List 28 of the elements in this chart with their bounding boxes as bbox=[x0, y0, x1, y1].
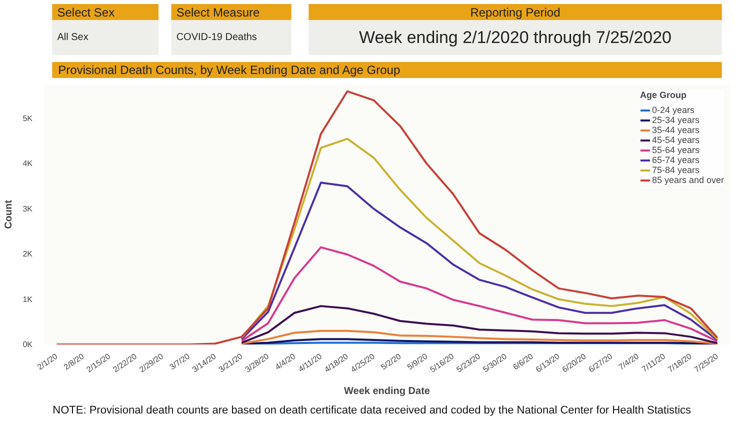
line-series bbox=[240, 246, 718, 342]
legend-label: 75-84 years bbox=[652, 165, 700, 175]
x-axis-title: Week ending Date bbox=[344, 386, 430, 397]
legend-label: 55-64 years bbox=[652, 145, 700, 155]
legend-label: 65-74 years bbox=[652, 155, 700, 165]
line-series bbox=[240, 330, 718, 344]
y-tick-label: 2K bbox=[22, 250, 34, 259]
legend-title: Age Group bbox=[640, 90, 688, 100]
legend-label: 85 years and over bbox=[652, 175, 724, 185]
y-tick-label: 5K bbox=[22, 114, 34, 123]
y-tick-label: 4K bbox=[22, 159, 34, 168]
legend-label: 25-34 years bbox=[652, 115, 700, 125]
text: COVID-19 Deaths bbox=[176, 32, 257, 43]
y-tick-label: 0K bbox=[22, 340, 34, 349]
legend-label: 35-44 years bbox=[652, 125, 700, 135]
text: Select Measure bbox=[176, 6, 260, 20]
legend-label: 45-54 years bbox=[652, 135, 700, 145]
text: Week ending 2/1/2020 through 7/25/2020 bbox=[358, 28, 672, 47]
text: Reporting Period bbox=[470, 6, 560, 20]
y-tick-label: 1K bbox=[22, 294, 34, 304]
line-series bbox=[240, 305, 718, 344]
y-axis-title: Count bbox=[4, 199, 15, 229]
text: NOTE: Provisional death counts are based on death certificate data received and coded by the National Center for Health Statistics bbox=[52, 404, 692, 416]
text: All Sex bbox=[57, 32, 88, 43]
chart-title: Provisional Death Counts, by Week Ending Date and Age Group bbox=[58, 63, 400, 77]
y-tick-label: 3K bbox=[22, 204, 34, 214]
text: Select Sex bbox=[57, 6, 115, 20]
legend-label: 0-24 years bbox=[652, 105, 694, 115]
